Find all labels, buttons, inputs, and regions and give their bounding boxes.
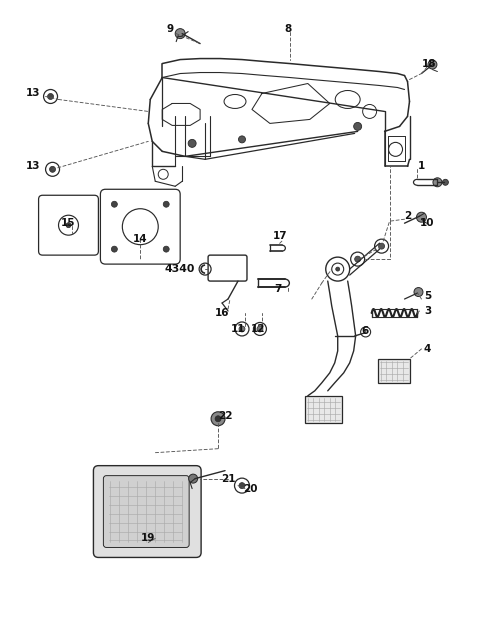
Text: 15: 15 (61, 218, 76, 228)
Circle shape (175, 29, 185, 39)
Circle shape (239, 326, 245, 332)
FancyBboxPatch shape (94, 466, 201, 558)
Circle shape (417, 212, 426, 222)
Text: 3: 3 (424, 306, 431, 316)
Text: 9: 9 (167, 24, 174, 34)
Text: 21: 21 (221, 474, 235, 484)
Circle shape (163, 201, 169, 207)
Polygon shape (305, 396, 342, 423)
FancyBboxPatch shape (103, 476, 189, 548)
Circle shape (257, 326, 263, 332)
Circle shape (111, 246, 117, 252)
Text: 1: 1 (418, 161, 425, 171)
Circle shape (428, 60, 437, 69)
Circle shape (239, 483, 245, 489)
Circle shape (355, 256, 360, 262)
Circle shape (354, 122, 361, 130)
Polygon shape (378, 359, 409, 383)
Circle shape (49, 166, 56, 172)
Text: 4340: 4340 (165, 264, 195, 274)
Text: 13: 13 (25, 88, 40, 99)
Circle shape (111, 201, 117, 207)
Text: 6: 6 (361, 326, 368, 336)
Circle shape (336, 267, 340, 271)
Circle shape (379, 243, 384, 249)
Text: 7: 7 (274, 284, 282, 294)
Circle shape (66, 223, 71, 228)
Text: 14: 14 (133, 234, 148, 244)
Circle shape (211, 412, 225, 426)
Text: 10: 10 (420, 218, 435, 228)
Text: 5: 5 (424, 291, 431, 301)
Circle shape (215, 416, 221, 422)
Text: 13: 13 (25, 161, 40, 171)
Text: 4: 4 (424, 344, 431, 354)
Circle shape (163, 246, 169, 252)
Text: 12: 12 (251, 324, 265, 334)
Circle shape (239, 136, 245, 143)
Text: 17: 17 (273, 231, 287, 241)
Text: 16: 16 (215, 308, 229, 318)
Circle shape (443, 179, 448, 185)
Circle shape (48, 94, 54, 99)
Circle shape (414, 288, 423, 297)
Circle shape (189, 474, 198, 483)
Text: 19: 19 (141, 533, 156, 543)
Text: 8: 8 (284, 24, 291, 34)
Text: 11: 11 (231, 324, 245, 334)
Circle shape (188, 139, 196, 147)
Text: 18: 18 (422, 58, 437, 68)
Text: 20: 20 (243, 484, 257, 494)
Circle shape (433, 178, 442, 187)
Text: 2: 2 (404, 211, 411, 221)
Text: 22: 22 (218, 410, 232, 421)
